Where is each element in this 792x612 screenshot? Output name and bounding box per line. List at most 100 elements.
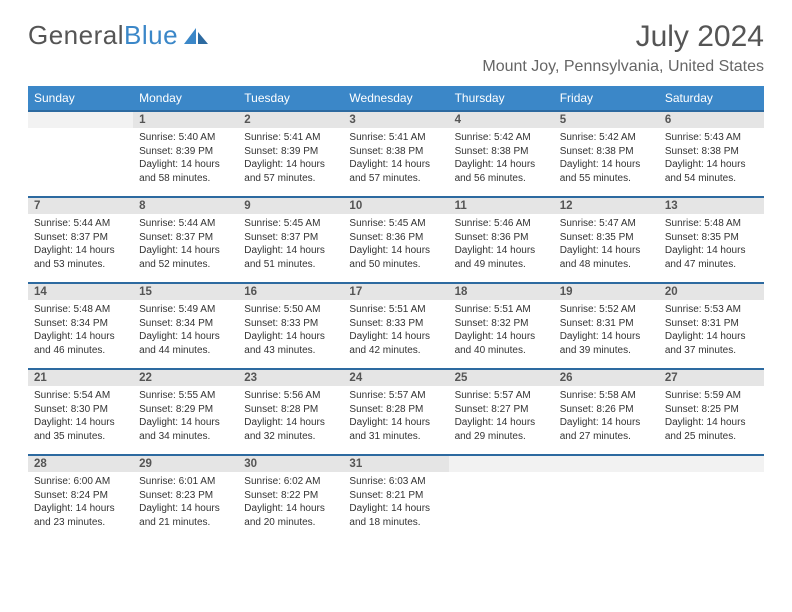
day-detail-cell: Sunrise: 5:51 AMSunset: 8:33 PMDaylight:… [343, 300, 448, 363]
day-detail-cell: Sunrise: 5:51 AMSunset: 8:32 PMDaylight:… [449, 300, 554, 363]
logo-word2: Blue [124, 20, 178, 50]
day-number: 18 [449, 283, 554, 300]
day-detail-cell: Sunrise: 5:54 AMSunset: 8:30 PMDaylight:… [28, 386, 133, 449]
daylight-text-1: Daylight: 14 hours [455, 244, 548, 258]
daylight-text-1: Daylight: 14 hours [244, 244, 337, 258]
sunset-text: Sunset: 8:25 PM [665, 403, 758, 417]
sunrise-text: Sunrise: 5:41 AM [244, 131, 337, 145]
day-detail-cell [659, 472, 764, 535]
sunset-text: Sunset: 8:39 PM [139, 145, 232, 159]
sunset-text: Sunset: 8:21 PM [349, 489, 442, 503]
day-number: 22 [133, 369, 238, 386]
daylight-text-2: and 29 minutes. [455, 430, 548, 444]
daylight-text-2: and 48 minutes. [560, 258, 653, 272]
daylight-text-2: and 43 minutes. [244, 344, 337, 358]
day-number-row: 78910111213 [28, 197, 764, 214]
sunrise-text: Sunrise: 5:59 AM [665, 389, 758, 403]
daylight-text-2: and 57 minutes. [244, 172, 337, 186]
day-detail-cell [28, 128, 133, 191]
sunset-text: Sunset: 8:37 PM [139, 231, 232, 245]
day-number: 30 [238, 455, 343, 472]
sunrise-text: Sunrise: 6:02 AM [244, 475, 337, 489]
daylight-text-1: Daylight: 14 hours [34, 244, 127, 258]
day-number: 3 [343, 111, 448, 128]
sunrise-text: Sunrise: 5:42 AM [455, 131, 548, 145]
day-detail-cell: Sunrise: 6:02 AMSunset: 8:22 PMDaylight:… [238, 472, 343, 535]
title-block: July 2024 Mount Joy, Pennsylvania, Unite… [482, 20, 764, 76]
sunrise-text: Sunrise: 6:03 AM [349, 475, 442, 489]
sunset-text: Sunset: 8:30 PM [34, 403, 127, 417]
logo-text: GeneralBlue [28, 20, 178, 51]
sunrise-text: Sunrise: 5:56 AM [244, 389, 337, 403]
daylight-text-2: and 42 minutes. [349, 344, 442, 358]
sunrise-text: Sunrise: 5:57 AM [349, 389, 442, 403]
day-detail-cell: Sunrise: 6:01 AMSunset: 8:23 PMDaylight:… [133, 472, 238, 535]
daylight-text-2: and 31 minutes. [349, 430, 442, 444]
day-detail-cell: Sunrise: 5:42 AMSunset: 8:38 PMDaylight:… [449, 128, 554, 191]
day-number: 11 [449, 197, 554, 214]
day-number: 17 [343, 283, 448, 300]
day-number [28, 111, 133, 128]
sunset-text: Sunset: 8:35 PM [560, 231, 653, 245]
daylight-text-1: Daylight: 14 hours [244, 416, 337, 430]
sunset-text: Sunset: 8:38 PM [560, 145, 653, 159]
day-number-row: 28293031 [28, 455, 764, 472]
sunrise-text: Sunrise: 5:43 AM [665, 131, 758, 145]
sunrise-text: Sunrise: 5:54 AM [34, 389, 127, 403]
daylight-text-1: Daylight: 14 hours [560, 330, 653, 344]
sunset-text: Sunset: 8:35 PM [665, 231, 758, 245]
day-number: 26 [554, 369, 659, 386]
daylight-text-2: and 18 minutes. [349, 516, 442, 530]
sunset-text: Sunset: 8:33 PM [244, 317, 337, 331]
day-detail-cell: Sunrise: 5:58 AMSunset: 8:26 PMDaylight:… [554, 386, 659, 449]
daylight-text-1: Daylight: 14 hours [139, 244, 232, 258]
sunset-text: Sunset: 8:34 PM [34, 317, 127, 331]
day-number: 6 [659, 111, 764, 128]
daylight-text-2: and 37 minutes. [665, 344, 758, 358]
daylight-text-2: and 32 minutes. [244, 430, 337, 444]
daylight-text-2: and 56 minutes. [455, 172, 548, 186]
daylight-text-1: Daylight: 14 hours [665, 330, 758, 344]
day-number: 10 [343, 197, 448, 214]
weekday-header: Sunday [28, 86, 133, 111]
sunrise-text: Sunrise: 5:51 AM [455, 303, 548, 317]
day-number: 8 [133, 197, 238, 214]
day-detail-cell: Sunrise: 6:00 AMSunset: 8:24 PMDaylight:… [28, 472, 133, 535]
sunset-text: Sunset: 8:32 PM [455, 317, 548, 331]
logo: GeneralBlue [28, 20, 210, 51]
sunrise-text: Sunrise: 5:40 AM [139, 131, 232, 145]
logo-sail-icon [182, 26, 210, 46]
weekday-header: Wednesday [343, 86, 448, 111]
month-title: July 2024 [482, 20, 764, 54]
daylight-text-1: Daylight: 14 hours [455, 416, 548, 430]
day-detail-cell [554, 472, 659, 535]
sunrise-text: Sunrise: 5:48 AM [34, 303, 127, 317]
daylight-text-1: Daylight: 14 hours [665, 244, 758, 258]
day-detail-cell: Sunrise: 5:46 AMSunset: 8:36 PMDaylight:… [449, 214, 554, 277]
sunset-text: Sunset: 8:38 PM [665, 145, 758, 159]
sunrise-text: Sunrise: 5:51 AM [349, 303, 442, 317]
sunset-text: Sunset: 8:33 PM [349, 317, 442, 331]
daylight-text-1: Daylight: 14 hours [34, 416, 127, 430]
sunset-text: Sunset: 8:34 PM [139, 317, 232, 331]
daylight-text-1: Daylight: 14 hours [244, 158, 337, 172]
header: GeneralBlue July 2024 Mount Joy, Pennsyl… [28, 20, 764, 76]
day-detail-row: Sunrise: 6:00 AMSunset: 8:24 PMDaylight:… [28, 472, 764, 535]
sunset-text: Sunset: 8:39 PM [244, 145, 337, 159]
sunset-text: Sunset: 8:24 PM [34, 489, 127, 503]
daylight-text-2: and 57 minutes. [349, 172, 442, 186]
daylight-text-1: Daylight: 14 hours [349, 330, 442, 344]
day-detail-cell: Sunrise: 5:57 AMSunset: 8:28 PMDaylight:… [343, 386, 448, 449]
day-detail-cell: Sunrise: 5:53 AMSunset: 8:31 PMDaylight:… [659, 300, 764, 363]
daylight-text-1: Daylight: 14 hours [349, 502, 442, 516]
sunset-text: Sunset: 8:37 PM [34, 231, 127, 245]
day-detail-cell: Sunrise: 5:49 AMSunset: 8:34 PMDaylight:… [133, 300, 238, 363]
daylight-text-1: Daylight: 14 hours [455, 330, 548, 344]
day-detail-cell: Sunrise: 5:45 AMSunset: 8:36 PMDaylight:… [343, 214, 448, 277]
day-detail-cell: Sunrise: 5:55 AMSunset: 8:29 PMDaylight:… [133, 386, 238, 449]
weekday-header: Tuesday [238, 86, 343, 111]
day-detail-cell: Sunrise: 5:59 AMSunset: 8:25 PMDaylight:… [659, 386, 764, 449]
sunset-text: Sunset: 8:23 PM [139, 489, 232, 503]
day-number: 7 [28, 197, 133, 214]
day-number [554, 455, 659, 472]
